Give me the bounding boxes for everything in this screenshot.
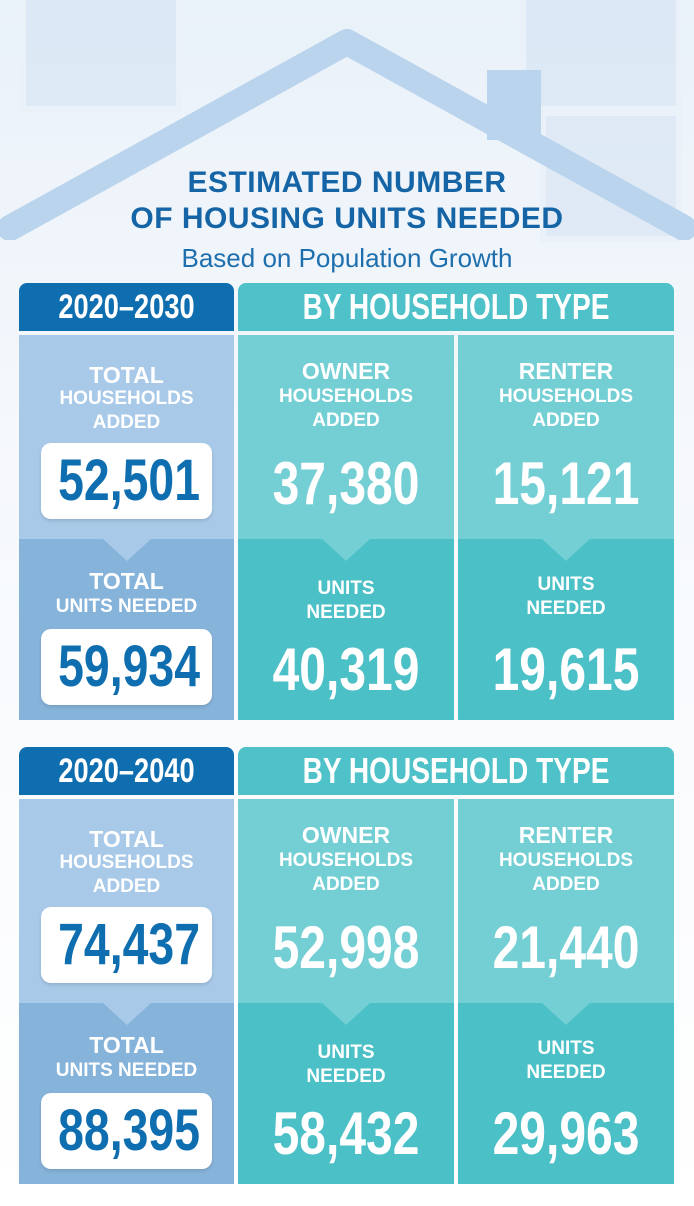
cell-label: ADDED <box>92 412 161 433</box>
owner-units-value: 40,319 <box>272 636 420 703</box>
owner-households-cell: OWNER HOUSEHOLDS ADDED 37,380 <box>238 335 454 539</box>
section-2020-2030: 2020–2030 BY HOUSEHOLD TYPE TOTAL HOUSEH… <box>19 283 674 720</box>
cell-label: ADDED <box>92 876 161 897</box>
owner-households-cell: OWNER HOUSEHOLDS ADDED 52,998 <box>238 799 454 1003</box>
cell-label: NEEDED <box>526 598 606 619</box>
cell-label: NEEDED <box>526 1062 606 1083</box>
down-arrow-icon <box>322 1003 370 1025</box>
owner-households-value: 37,380 <box>272 450 420 517</box>
cell-label: HOUSEHOLDS <box>498 850 634 871</box>
down-arrow-icon <box>322 539 370 561</box>
cell-label: TOTAL <box>89 568 164 594</box>
cell-label: UNITS <box>537 1038 595 1059</box>
cell-label: ADDED <box>312 874 380 895</box>
total-households-cell: TOTAL HOUSEHOLDS ADDED 52,501 <box>19 335 234 539</box>
cell-label: HOUSEHOLDS <box>59 388 194 409</box>
page-title-line-1: ESTIMATED NUMBER <box>187 166 507 199</box>
owner-units-value: 58,432 <box>272 1100 420 1167</box>
cell-label: ADDED <box>532 410 600 431</box>
down-arrow-icon <box>542 539 590 561</box>
cell-label: RENTER <box>518 358 614 384</box>
cell-label: UNITS <box>317 578 375 599</box>
period-header: 2020–2030 <box>19 283 234 331</box>
cell-label: HOUSEHOLDS <box>278 386 414 407</box>
cell-label: NEEDED <box>306 602 386 623</box>
total-households-cell: TOTAL HOUSEHOLDS ADDED 74,437 <box>19 799 234 1003</box>
total-units-cell: TOTAL UNITS NEEDED 88,395 <box>19 1003 234 1184</box>
renter-households-value: 15,121 <box>492 450 640 517</box>
cell-label: HOUSEHOLDS <box>498 386 634 407</box>
cell-label: TOTAL <box>89 826 164 852</box>
cell-label: NEEDED <box>306 1066 386 1087</box>
renter-households-cell: RENTER HOUSEHOLDS ADDED 15,121 <box>458 335 674 539</box>
cell-label: UNITS NEEDED <box>55 596 198 617</box>
page-subtitle: Based on Population Growth <box>181 243 513 273</box>
house-roof-icon <box>0 29 694 240</box>
background-window-pane <box>520 0 682 112</box>
cell-label: UNITS NEEDED <box>55 1060 198 1081</box>
renter-units-value: 29,963 <box>492 1100 640 1167</box>
total-households-value: 52,501 <box>41 443 212 519</box>
owner-units-cell: UNITS NEEDED 58,432 <box>238 1003 454 1184</box>
down-arrow-icon <box>542 1003 590 1025</box>
background-window-pane <box>20 0 182 112</box>
household-type-header: BY HOUSEHOLD TYPE <box>238 747 674 795</box>
cell-label: OWNER <box>301 822 391 848</box>
total-units-value: 88,395 <box>41 1093 212 1169</box>
cell-label: ADDED <box>312 410 380 431</box>
cell-label: ADDED <box>532 874 600 895</box>
cell-label: TOTAL <box>89 1032 164 1058</box>
cell-label: UNITS <box>537 574 595 595</box>
cell-label: HOUSEHOLDS <box>278 850 414 871</box>
cell-label: TOTAL <box>89 362 164 388</box>
down-arrow-icon <box>103 539 151 561</box>
cell-label: UNITS <box>317 1042 375 1063</box>
cell-label: RENTER <box>518 822 614 848</box>
down-arrow-icon <box>103 1003 151 1025</box>
total-units-cell: TOTAL UNITS NEEDED 59,934 <box>19 539 234 720</box>
renter-units-cell: UNITS NEEDED 19,615 <box>458 539 674 720</box>
total-units-value: 59,934 <box>41 629 212 705</box>
cell-label: HOUSEHOLDS <box>59 852 194 873</box>
cell-label: OWNER <box>301 358 391 384</box>
section-2020-2040: 2020–2040 BY HOUSEHOLD TYPE TOTAL HOUSEH… <box>19 747 674 1184</box>
owner-units-cell: UNITS NEEDED 40,319 <box>238 539 454 720</box>
household-type-header: BY HOUSEHOLD TYPE <box>238 283 674 331</box>
owner-households-value: 52,998 <box>272 914 420 981</box>
page-title-line-2: OF HOUSING UNITS NEEDED <box>130 202 564 235</box>
renter-units-value: 19,615 <box>492 636 640 703</box>
renter-units-cell: UNITS NEEDED 29,963 <box>458 1003 674 1184</box>
renter-households-value: 21,440 <box>492 914 640 981</box>
renter-households-cell: RENTER HOUSEHOLDS ADDED 21,440 <box>458 799 674 1003</box>
total-households-value: 74,437 <box>41 907 212 983</box>
period-header: 2020–2040 <box>19 747 234 795</box>
